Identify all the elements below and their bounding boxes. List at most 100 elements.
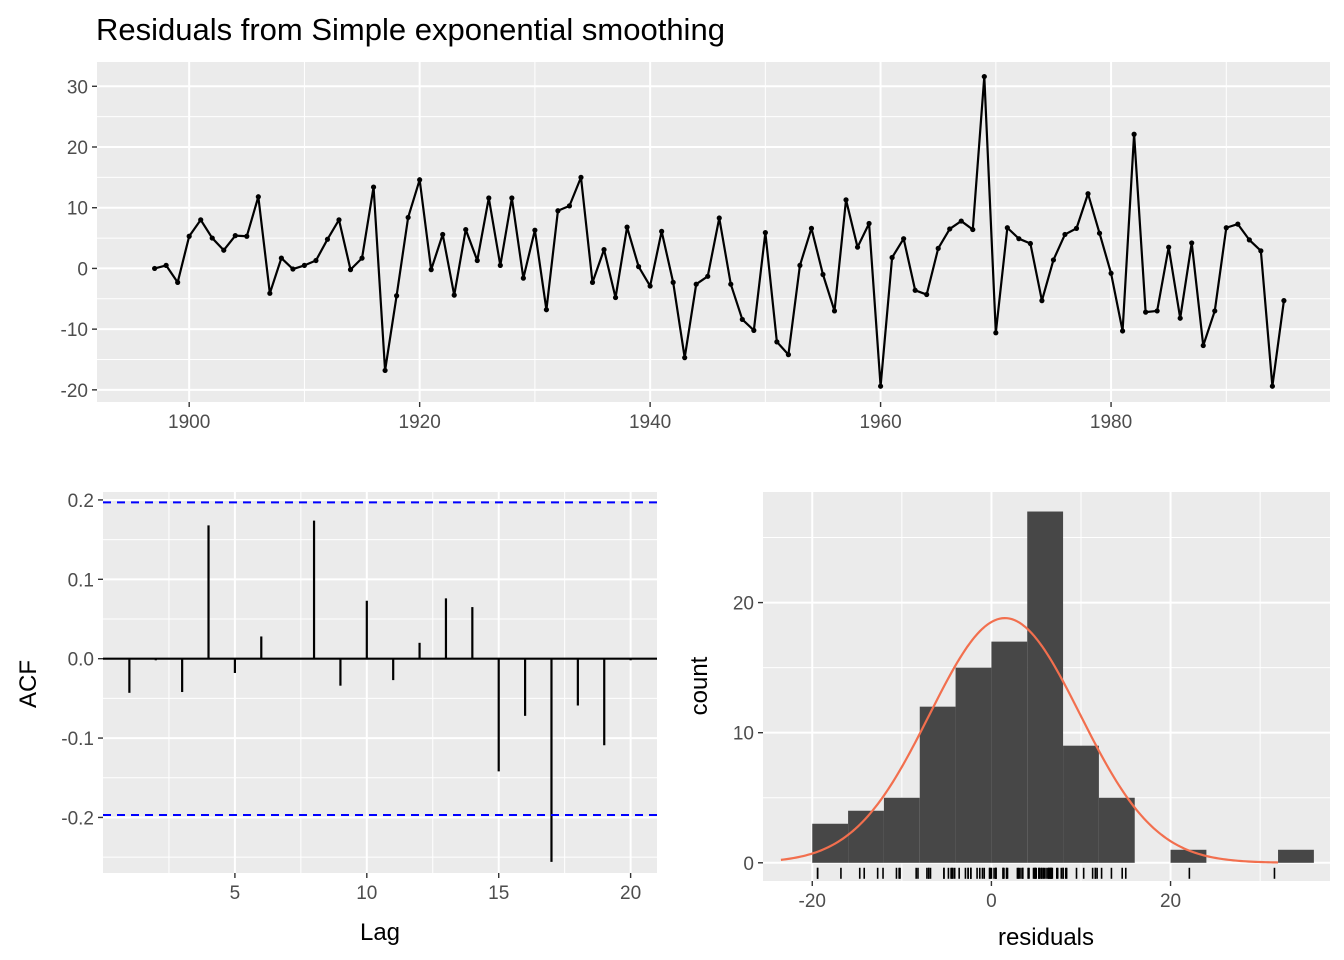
residual-point bbox=[1223, 225, 1229, 231]
residual-point bbox=[901, 236, 907, 242]
residual-point bbox=[1085, 191, 1091, 197]
residual-point bbox=[370, 184, 377, 190]
residual-point bbox=[889, 254, 895, 261]
x-tick-label: 5 bbox=[230, 883, 241, 904]
residual-point bbox=[382, 367, 388, 374]
y-tick-label: -0.2 bbox=[61, 808, 94, 829]
x-tick-label: -20 bbox=[799, 891, 826, 912]
residual-point bbox=[520, 275, 526, 281]
residual-point bbox=[428, 267, 434, 273]
residual-point bbox=[543, 307, 550, 313]
residual-point bbox=[186, 233, 192, 239]
residual-point bbox=[739, 316, 745, 323]
residual-point bbox=[705, 273, 711, 279]
residual-point bbox=[301, 262, 308, 268]
residual-point bbox=[152, 265, 158, 272]
histogram-panel-axes: -20 0 20 0 10 20 bbox=[733, 594, 1181, 912]
residual-panel-grid bbox=[97, 62, 1330, 402]
residual-point bbox=[1258, 248, 1264, 254]
x-tick-label: 1900 bbox=[168, 412, 210, 433]
x-tick-label: 0 bbox=[986, 891, 997, 912]
residual-point bbox=[232, 233, 238, 239]
residual-point bbox=[221, 247, 227, 253]
residual-point bbox=[1131, 131, 1137, 137]
residual-point bbox=[1143, 309, 1149, 315]
residual-panel-axes: 1900 1920 1940 1960 1980 -20 -10 0 10 20 30 bbox=[61, 77, 1133, 433]
residual-point bbox=[993, 330, 999, 336]
y-tick-label: 20 bbox=[67, 138, 88, 159]
residual-point bbox=[1154, 308, 1160, 314]
residual-point bbox=[359, 255, 365, 261]
residual-point bbox=[244, 233, 250, 239]
residual-point bbox=[1027, 240, 1033, 247]
acf-x-axis-label: Lag bbox=[360, 919, 400, 946]
histogram-bar bbox=[955, 667, 992, 863]
acf-panel-grid bbox=[103, 492, 657, 873]
residual-point bbox=[1016, 236, 1022, 242]
residual-point bbox=[912, 287, 918, 293]
residual-point bbox=[1212, 308, 1218, 314]
residual-point bbox=[267, 290, 273, 296]
residual-point bbox=[866, 220, 872, 227]
acf-y-axis-label: ACF bbox=[15, 660, 42, 708]
x-tick-label: 1960 bbox=[859, 412, 901, 433]
residual-point bbox=[440, 231, 446, 238]
residual-point bbox=[313, 257, 319, 264]
residual-point bbox=[693, 281, 699, 287]
y-tick-label: 0.2 bbox=[68, 491, 94, 512]
y-tick-label: -10 bbox=[61, 320, 88, 341]
residual-point bbox=[624, 224, 630, 230]
residual-point bbox=[336, 217, 342, 223]
residual-point bbox=[854, 244, 861, 250]
histogram-bar bbox=[1063, 745, 1099, 863]
residual-point bbox=[601, 247, 607, 253]
residual-point bbox=[1189, 240, 1195, 246]
residual-point bbox=[1166, 244, 1172, 250]
residual-point bbox=[1062, 231, 1068, 238]
residual-point bbox=[797, 262, 803, 268]
residual-point bbox=[324, 236, 331, 242]
residual-point bbox=[497, 262, 503, 268]
residual-series bbox=[152, 73, 1287, 389]
residual-point bbox=[981, 73, 987, 80]
residual-point bbox=[1177, 315, 1183, 321]
residual-point bbox=[486, 195, 492, 201]
y-tick-label: -20 bbox=[61, 381, 88, 402]
x-tick-label: 1920 bbox=[399, 412, 441, 433]
histogram-x-axis-label: residuals bbox=[998, 924, 1094, 951]
x-tick-label: 15 bbox=[488, 883, 509, 904]
residual-rug bbox=[816, 867, 1276, 879]
residual-point bbox=[774, 339, 780, 345]
residual-point bbox=[474, 257, 480, 264]
x-tick-label: 10 bbox=[356, 883, 377, 904]
histogram-y-axis-label: count bbox=[686, 656, 713, 715]
residual-point bbox=[877, 383, 884, 389]
y-tick-label: 0.1 bbox=[68, 570, 94, 591]
residual-point bbox=[1119, 328, 1126, 334]
residual-point bbox=[1050, 257, 1057, 263]
x-tick-label: 20 bbox=[1160, 891, 1181, 912]
x-tick-label: 1940 bbox=[629, 412, 671, 433]
residual-point bbox=[1108, 270, 1114, 276]
x-tick-label: 1980 bbox=[1090, 412, 1132, 433]
residual-point bbox=[1200, 342, 1206, 349]
residual-point bbox=[1004, 225, 1010, 231]
normal-density-curve bbox=[780, 616, 1279, 864]
residual-point bbox=[290, 266, 296, 272]
residual-point bbox=[659, 228, 665, 234]
y-tick-label: 0 bbox=[743, 854, 754, 875]
residual-point bbox=[1269, 383, 1275, 389]
residual-panel-background bbox=[97, 62, 1330, 402]
acf-panel-axes: 5 10 15 20 -0.2 -0.1 0.0 0.1 0.2 bbox=[61, 491, 641, 904]
residual-point bbox=[278, 255, 284, 261]
residual-point bbox=[831, 308, 838, 314]
residual-point bbox=[451, 292, 457, 298]
residual-point bbox=[682, 355, 688, 361]
histogram-bar bbox=[1098, 797, 1135, 863]
residual-point bbox=[947, 226, 953, 232]
residual-point bbox=[612, 294, 619, 301]
residual-point bbox=[716, 215, 722, 221]
residual-point bbox=[463, 226, 469, 233]
residual-point bbox=[843, 197, 849, 203]
